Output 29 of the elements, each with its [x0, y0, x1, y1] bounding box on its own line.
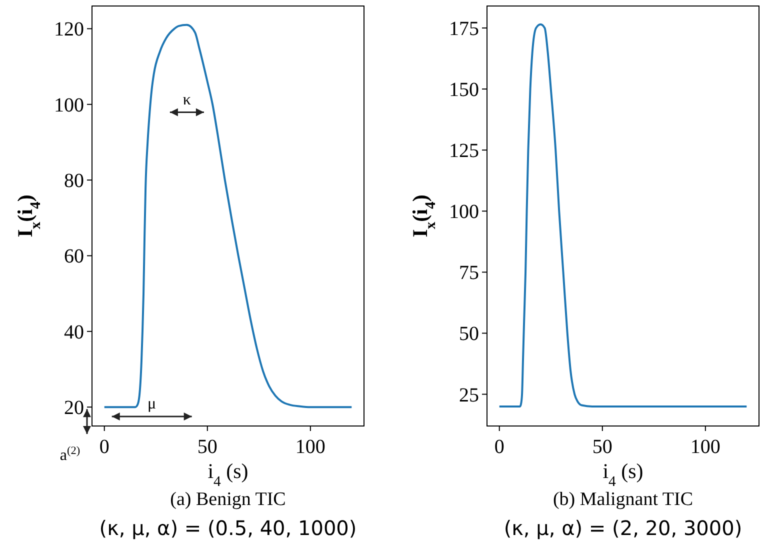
line-series	[498, 23, 748, 408]
annotation: κ	[182, 91, 191, 108]
y-tick-label: 40	[64, 321, 84, 344]
x-tick-label: 50	[197, 436, 218, 458]
x-tick-label: 100	[690, 436, 720, 458]
y-tick-label: 80	[64, 170, 84, 192]
x-tick-label: 0	[99, 436, 110, 458]
y-tick-label: 125	[449, 140, 479, 162]
y-tick-label: 20	[64, 397, 84, 420]
text: (κ, μ, α) = (0.5, 40, 1000)	[99, 516, 357, 540]
y-tick-label: 100	[449, 201, 479, 224]
x-axis-title: i$_{4}$ (s)	[602, 459, 644, 490]
y-tick-label: 60	[64, 246, 84, 268]
x-axis-title: i$_{4}$ (s)	[208, 459, 248, 490]
y-tick-label: 120	[54, 18, 84, 41]
text: (a) Benign TIC	[170, 489, 286, 510]
annotation: μ	[148, 396, 156, 413]
x-tick-label: 50	[592, 436, 612, 458]
y-tick-label: 175	[449, 18, 479, 40]
text: (κ, μ, α) = (2, 20, 3000)	[504, 516, 742, 540]
x-tick-label: 0	[494, 436, 504, 458]
y-tick-label: 25	[459, 384, 479, 406]
y-tick-label: 150	[449, 79, 479, 102]
y-tick-label: 100	[54, 94, 84, 116]
y-tick-label: 75	[459, 262, 479, 284]
y-tick-label: 50	[459, 323, 479, 346]
text: (b) Malignant TIC	[552, 489, 694, 510]
text: a$^{(2)}$	[60, 445, 80, 464]
x-tick-label: 100	[295, 436, 326, 458]
